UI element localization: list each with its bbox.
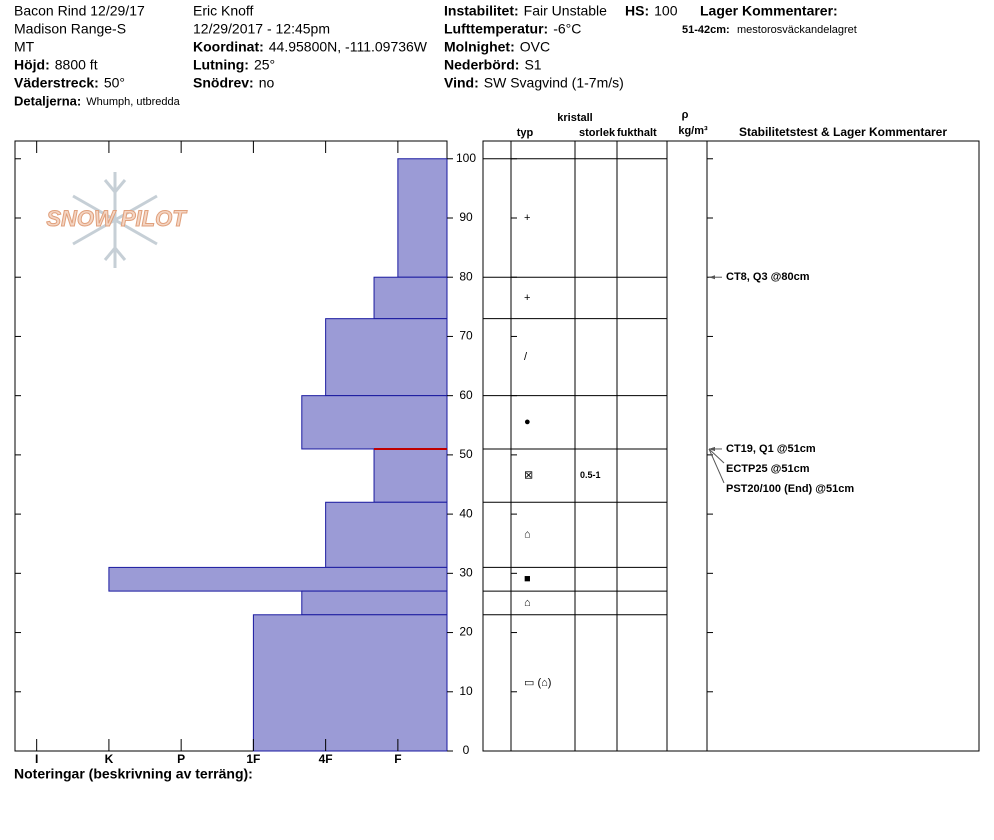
field-value: S1 <box>524 57 541 73</box>
y-tick-label: 30 <box>459 566 473 580</box>
field-value: 50° <box>104 75 125 91</box>
x-tick-label: F <box>394 752 401 766</box>
crystal-symbol: ⊠ <box>524 470 533 482</box>
test-arrowhead <box>709 275 715 280</box>
field-value: 25° <box>254 57 275 73</box>
hardness-bar <box>108 566 448 592</box>
hardness-bar <box>252 614 448 752</box>
layer-comments-title: Lager Kommentarer: <box>700 3 838 19</box>
field-value: Fair Unstable <box>524 3 607 19</box>
hardness-bar <box>325 318 448 397</box>
y-tick-label: 90 <box>459 210 473 224</box>
field-value: Whumph, utbredda <box>86 96 180 108</box>
observer: Eric Knoff <box>193 3 254 19</box>
field-label: Molnighet: <box>444 39 515 55</box>
hardness-bar <box>397 158 448 278</box>
field-label: Snödrev: <box>193 75 254 91</box>
stability-test: CT19, Q1 @51cm <box>726 443 816 455</box>
col-rho: ρ <box>682 109 689 121</box>
col-density-unit: kg/m³ <box>678 125 708 137</box>
notes-label: Noteringar (beskrivning av terräng): <box>14 766 253 782</box>
logo <box>72 172 158 268</box>
y-tick-label: 70 <box>459 329 473 343</box>
crystal-size: 0.5-1 <box>580 470 601 480</box>
field-value: SW Svagvind (1-7m/s) <box>484 75 624 91</box>
y-tick-label: 0 <box>463 743 470 757</box>
field-label: Höjd: <box>14 57 50 73</box>
field-label: Lufttemperatur: <box>444 21 548 37</box>
test-arrow <box>708 448 725 464</box>
field-value: OVC <box>520 39 550 55</box>
col-size: storlek <box>579 127 616 139</box>
field-label: Nederbörd: <box>444 57 519 73</box>
stability-test: ECTP25 @51cm <box>726 463 810 475</box>
crystal-symbol: ⌂ <box>524 529 531 541</box>
crystal-symbol: ■ <box>524 573 531 585</box>
field-value: -6°C <box>553 21 581 37</box>
layer-comment-range: 51-42cm: <box>682 24 730 36</box>
hardness-bar <box>325 501 448 568</box>
y-tick-label: 10 <box>459 684 473 698</box>
col-type: typ <box>517 127 534 139</box>
col-moisture: fukthalt <box>617 127 657 139</box>
col-tests: Stabilitetstest & Lager Kommentarer <box>739 125 947 139</box>
x-tick-label: 4F <box>319 752 333 766</box>
field-label: Lutning: <box>193 57 249 73</box>
field-label: Vind: <box>444 75 479 91</box>
table-columns <box>510 141 708 751</box>
field-label: Detaljerna: <box>14 93 81 108</box>
location: Madison Range-S <box>14 21 126 37</box>
location: MT <box>14 39 35 55</box>
field-label: HS: <box>625 3 649 19</box>
crystal-symbol: / <box>524 351 528 363</box>
crystal-symbol: ▭ (⌂) <box>524 677 551 689</box>
field-value: 100 <box>654 3 678 19</box>
stability-test: CT8, Q3 @80cm <box>726 271 810 283</box>
x-tick-label: K <box>105 752 114 766</box>
field-value: no <box>259 75 275 91</box>
crystal-symbol: ⌂ <box>524 597 531 609</box>
datetime: 12/29/2017 - 12:45pm <box>193 21 330 37</box>
crystal-symbol: + <box>524 212 530 224</box>
field-label: Instabilitet: <box>444 3 519 19</box>
logo-text: SNOW PILOT <box>46 206 187 231</box>
y-tick-label: 100 <box>456 151 476 165</box>
field-value: 44.95800N, -111.09736W <box>269 39 428 55</box>
location: Bacon Rind 12/29/17 <box>14 3 145 19</box>
hardness-bar <box>301 395 448 450</box>
y-tick-label: 80 <box>459 269 473 283</box>
y-tick-label: 40 <box>459 506 473 520</box>
y-tick-label: 50 <box>459 447 473 461</box>
y-tick-label: 60 <box>459 388 473 402</box>
test-arrow <box>708 448 725 484</box>
col-crystal: kristall <box>557 112 592 124</box>
y-tick-label: 20 <box>459 625 473 639</box>
field-value: 8800 ft <box>55 57 98 73</box>
hardness-bar <box>373 276 448 320</box>
crystal-symbol: + <box>524 292 530 304</box>
field-label: Koordinat: <box>193 39 264 55</box>
stability-test: PST20/100 (End) @51cm <box>726 483 854 495</box>
field-label: Väderstreck: <box>14 75 99 91</box>
x-tick-label: 1F <box>246 752 260 766</box>
layer-table-frame <box>482 140 980 752</box>
crystal-symbol: ● <box>524 416 531 428</box>
hardness-bar <box>373 448 448 503</box>
layer-comment-text: mestorosväckandelagret <box>737 24 857 36</box>
hardness-bar <box>301 590 448 616</box>
test-arrowhead <box>709 446 715 451</box>
x-tick-label: P <box>177 752 185 766</box>
x-tick-label: I <box>35 752 38 766</box>
